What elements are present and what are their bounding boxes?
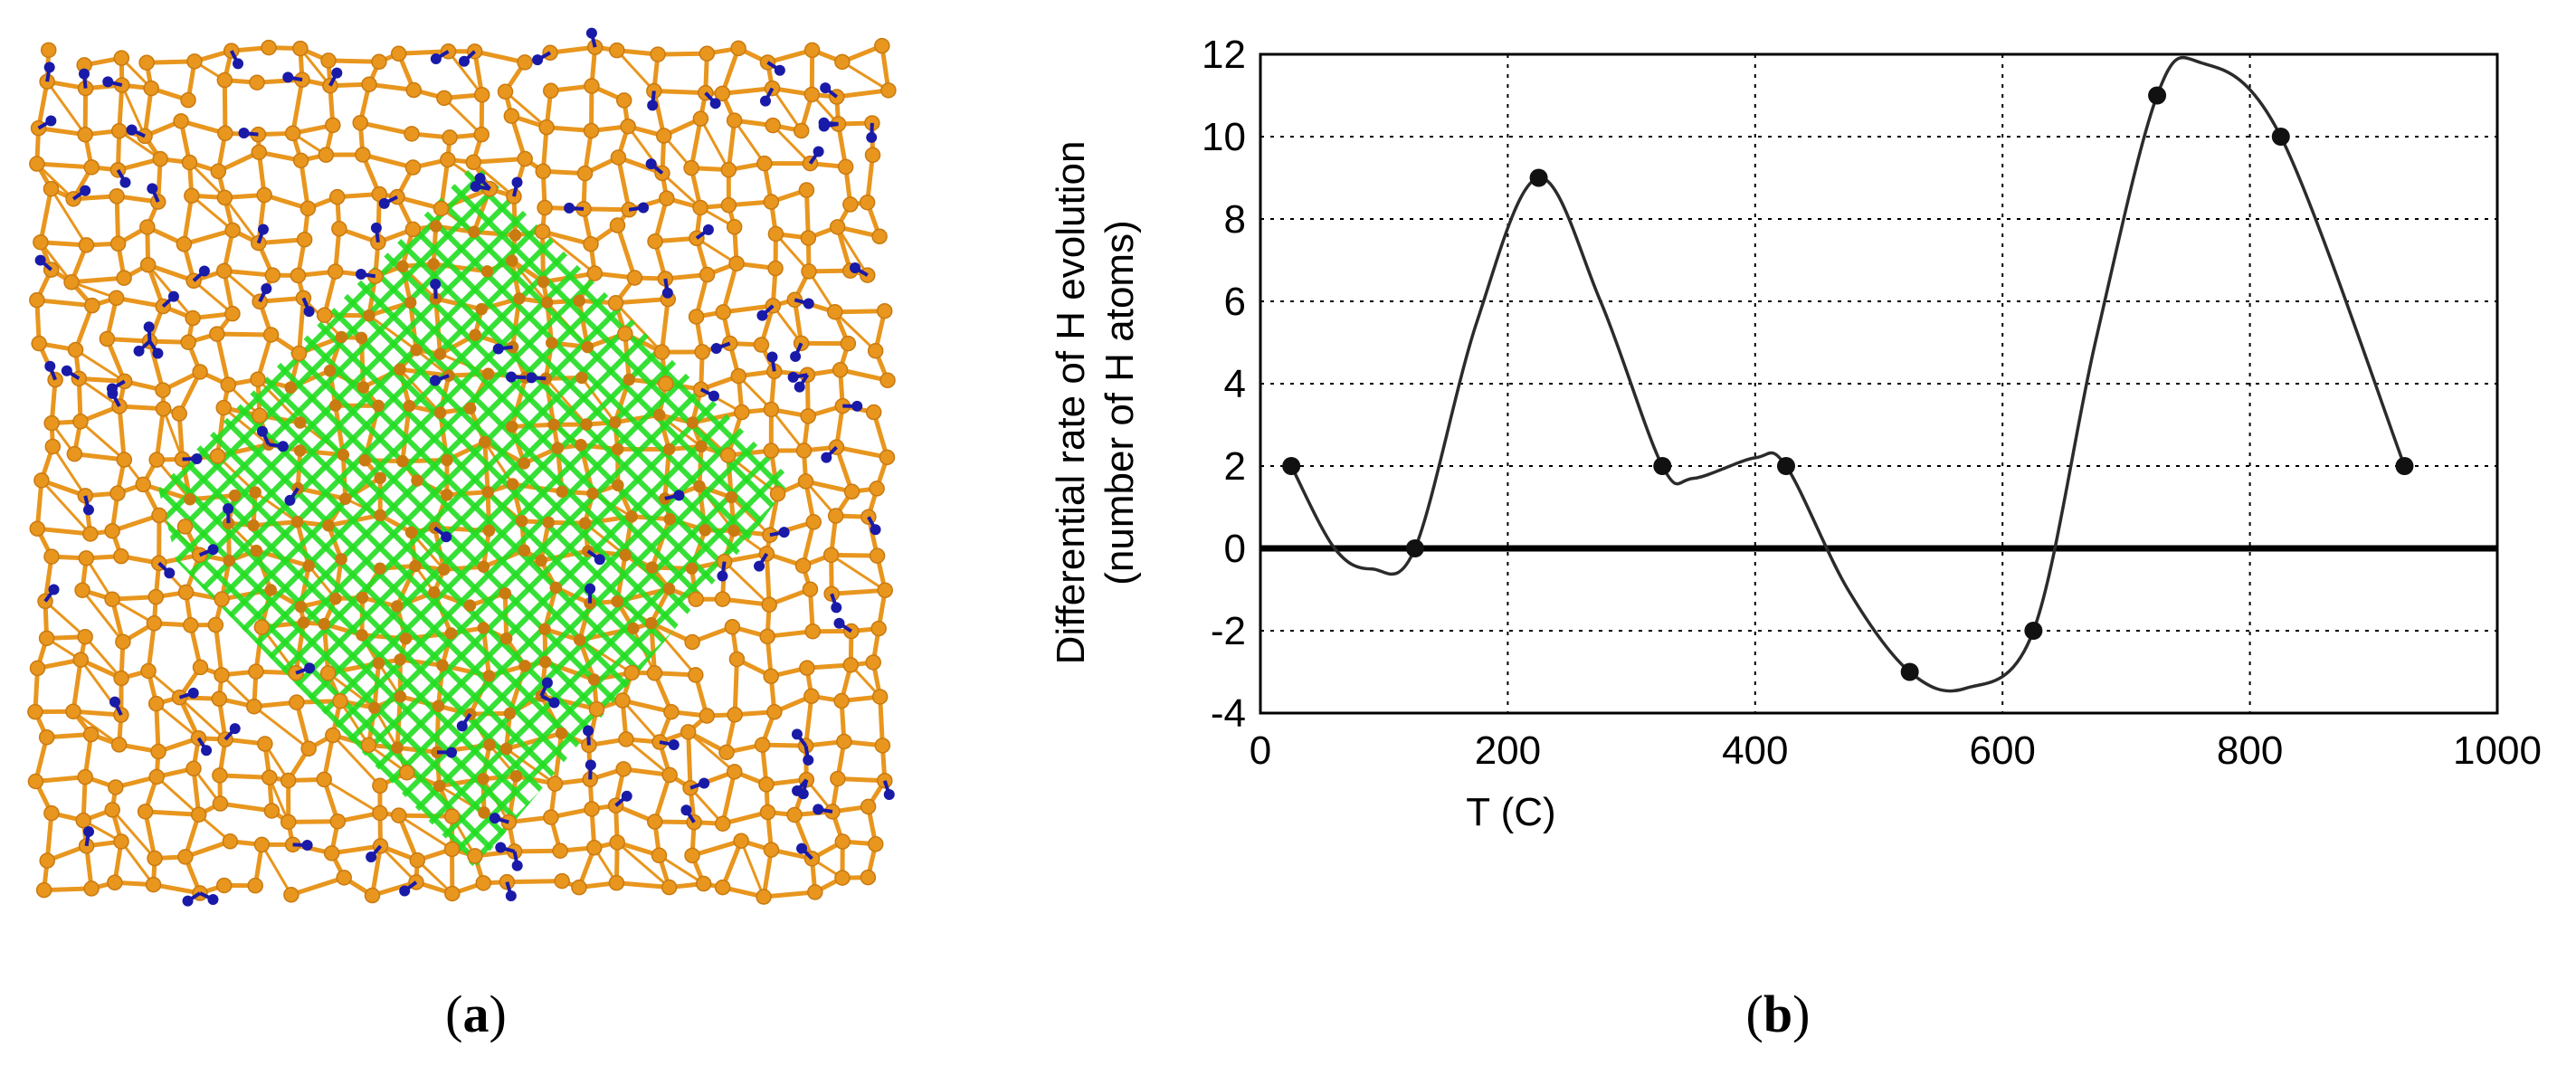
data-point	[1405, 539, 1424, 557]
atomic-structure-figure: (a)	[27, 27, 897, 1043]
y-tick-label: 6	[1224, 280, 1246, 324]
data-points	[1282, 86, 2414, 681]
silicon-atoms	[27, 37, 897, 905]
data-point	[1776, 457, 1795, 475]
y-tick-label: 12	[1202, 33, 1246, 77]
plot-border	[1259, 52, 2499, 715]
y-tick-label: 2	[1224, 444, 1246, 489]
data-point	[2148, 86, 2167, 105]
hydrogen-atoms	[34, 27, 895, 907]
x-axis-title: T (C)	[1466, 790, 1555, 834]
y-tick-label: 10	[1202, 115, 1246, 159]
y-axis-title-line2: (number of H atoms)	[1098, 220, 1142, 585]
y-tick-labels: -4 -2 0 2 4 6 8 10 12	[1202, 33, 1246, 736]
series-line	[1289, 56, 2407, 693]
panel-label-b: (b)	[1746, 985, 1811, 1043]
h-evolution-curve	[1289, 56, 2407, 693]
silicon-bonds	[33, 43, 891, 899]
panel-label-a: (a)	[445, 985, 507, 1043]
x-tick-labels: 0 200 400 600 800 1000	[1250, 728, 2542, 773]
plot-frame	[1259, 52, 2499, 715]
data-point	[2024, 622, 2043, 640]
data-point	[1900, 662, 1919, 681]
chart-grid	[1260, 54, 2497, 713]
x-tick-label: 200	[1475, 728, 1541, 773]
atomic-structure	[27, 27, 897, 907]
y-axis-title-line1: Differential rate of H evolution	[1049, 141, 1093, 665]
y-tick-label: -4	[1211, 691, 1246, 736]
x-tick-label: 0	[1250, 728, 1271, 773]
x-tick-label: 800	[2217, 728, 2283, 773]
x-tick-label: 600	[1969, 728, 2035, 773]
data-point	[2271, 128, 2290, 146]
x-tick-label: 1000	[2453, 728, 2542, 773]
y-tick-label: -2	[1211, 609, 1246, 653]
data-point	[1282, 457, 1301, 475]
data-point	[1529, 168, 1548, 187]
x-tick-label: 400	[1722, 728, 1788, 773]
y-tick-label: 0	[1224, 527, 1246, 571]
y-tick-label: 8	[1224, 197, 1246, 242]
data-point	[2395, 457, 2414, 475]
y-tick-label: 4	[1224, 362, 1246, 406]
data-point	[1653, 457, 1672, 475]
